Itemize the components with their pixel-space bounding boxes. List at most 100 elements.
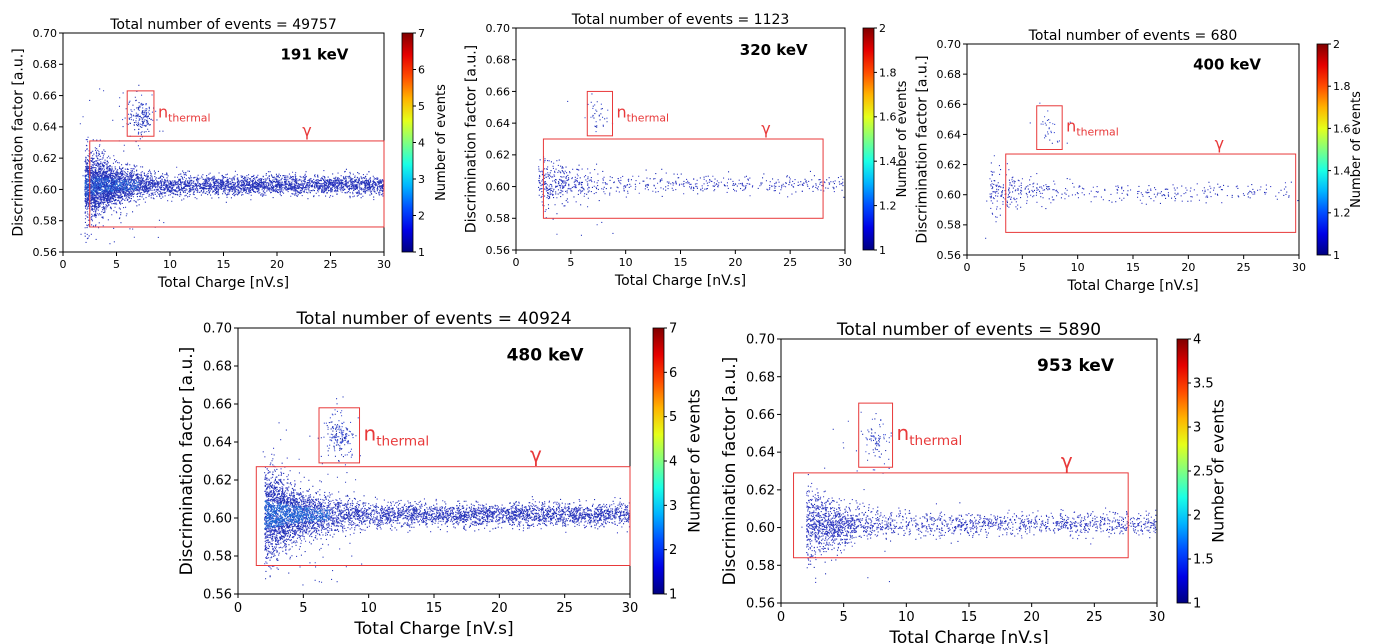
y-tick-label: 0.64 [937,128,962,141]
colorbar-tick-label: 4 [1193,333,1201,348]
energy-label: 953 keV [1037,356,1115,376]
x-tick-label: 10 [163,258,177,271]
y-tick-label: 0.70 [746,333,775,348]
energy-label: 320 keV [740,41,808,59]
colorbar [1176,338,1189,604]
x-tick-label: 25 [1086,610,1103,625]
event-points [538,160,844,212]
y-tick-label: 0.58 [33,215,58,228]
x-tick-label: 20 [728,256,742,269]
y-tick-label: 0.56 [486,244,511,257]
x-tick-label: 30 [838,256,852,269]
colorbar-tick-label: 6 [669,366,677,381]
x-tick-label: 10 [1071,261,1085,274]
colorbar-tick-label: 2 [1193,509,1201,524]
thermal-label-main: n [617,103,627,122]
y-tick-label: 0.64 [33,121,58,134]
colorbar-tick-label: 1.8 [1333,80,1351,93]
colorbar-tick-label: 1 [418,246,425,259]
thermal-label-sub: thermal [627,112,669,125]
colorbar-tick-label: 1.6 [1333,122,1351,135]
colorbar-tick-label: 5 [418,100,425,113]
chart-title: Total number of events = 49757 [109,17,337,33]
colorbar-tick-label: 1.4 [1333,164,1351,177]
colorbar-tick-label: 7 [669,322,677,337]
y-tick-label: 0.66 [486,85,511,98]
y-tick-label: 0.62 [937,158,962,171]
colorbar-label: Number of events [685,389,704,533]
colorbar-tick-label: 1.2 [1333,207,1351,220]
chart-panel-1: 0 5 10 15 20 25 300.560.580.600.620.640.660.68… [10,17,449,291]
event-points [1042,119,1059,144]
y-tick-label: 0.66 [937,98,962,111]
y-tick-label: 0.56 [746,597,775,612]
thermal-label-sub: thermal [376,433,429,449]
x-tick-label: 30 [622,601,639,616]
x-tick-label: 20 [270,258,284,271]
y-tick-label: 0.68 [937,68,962,81]
y-tick-label: 0.64 [203,436,232,451]
event-points [584,103,613,133]
thermal-label-main: n [158,103,168,122]
y-tick-label: 0.70 [937,38,962,51]
x-axis-label: Total Charge [nV.s] [353,619,513,639]
event-points [1039,102,1060,142]
colorbar-tick-label: 3.5 [1193,377,1214,392]
event-points [806,482,1157,583]
event-points [806,474,1157,579]
x-axis-label: Total Charge [nV.s] [157,275,289,291]
thermal-neutron-region-box [126,90,155,137]
colorbar-tick-label: 2 [418,209,425,222]
colorbar [1316,43,1329,256]
colorbar-tick-label: 1 [879,244,886,257]
colorbar-tick-label: 6 [418,63,425,76]
event-points [591,93,614,128]
y-tick-label: 0.60 [33,183,58,196]
x-tick-label: 25 [1237,261,1251,274]
thermal-neutron-region-box [1036,105,1063,150]
chart-panel-2: 0 5 10 15 20 25 30 0.56 0.58 0.60 0.62 0.64 0.66 0.68… [463,12,910,289]
y-tick-label: 0.64 [746,446,775,461]
y-tick-label: 0.70 [203,322,232,337]
x-tick-label: 5 [113,258,120,271]
gamma-region-box [1005,153,1297,233]
x-axis-label: Total Charge [nV.s] [1066,278,1198,294]
colorbar-tick-label: 1 [1193,597,1201,612]
thermal-neutron-label: nthermal [1066,117,1119,139]
colorbar-tick-label: 4 [669,455,677,470]
y-tick-label: 0.62 [33,152,58,165]
x-tick-label: 15 [961,610,978,625]
event-scatter [985,102,1299,239]
colorbar [862,27,875,251]
plot-frame [966,43,1300,256]
event-points [323,409,359,466]
event-points [127,84,158,143]
event-points [801,411,890,583]
x-tick-label: 10 [619,256,633,269]
x-tick-label: 30 [1292,261,1306,274]
y-tick-label: 0.58 [203,550,232,565]
colorbar-tick-label: 1.8 [879,66,897,79]
thermal-label-sub: thermal [909,433,962,449]
x-tick-label: 5 [299,601,307,616]
y-tick-label: 0.68 [203,360,232,375]
colorbar-label: Number of events [434,84,449,201]
chart-title: Total number of events = 680 [1028,28,1238,44]
colorbar-tick-label: 3 [669,499,677,514]
y-axis-label: Discrimination factor [a.u.] [720,357,740,586]
x-tick-label: 20 [491,601,508,616]
x-tick-label: 15 [217,258,231,271]
y-tick-label: 0.60 [746,521,775,536]
event-points [262,396,363,586]
colorbar-label: Number of events [1209,399,1228,543]
thermal-neutron-label: nthermal [897,421,963,449]
colorbar-tick-label: 2 [1333,38,1340,51]
y-tick-label: 0.62 [203,474,232,489]
colorbar-label: Number of events [895,80,910,197]
plot-frame [237,327,631,595]
gamma-region-box [542,138,824,219]
x-tick-label: 0 [60,258,67,271]
gamma-region-box [255,466,631,567]
x-tick-label: 10 [360,601,377,616]
